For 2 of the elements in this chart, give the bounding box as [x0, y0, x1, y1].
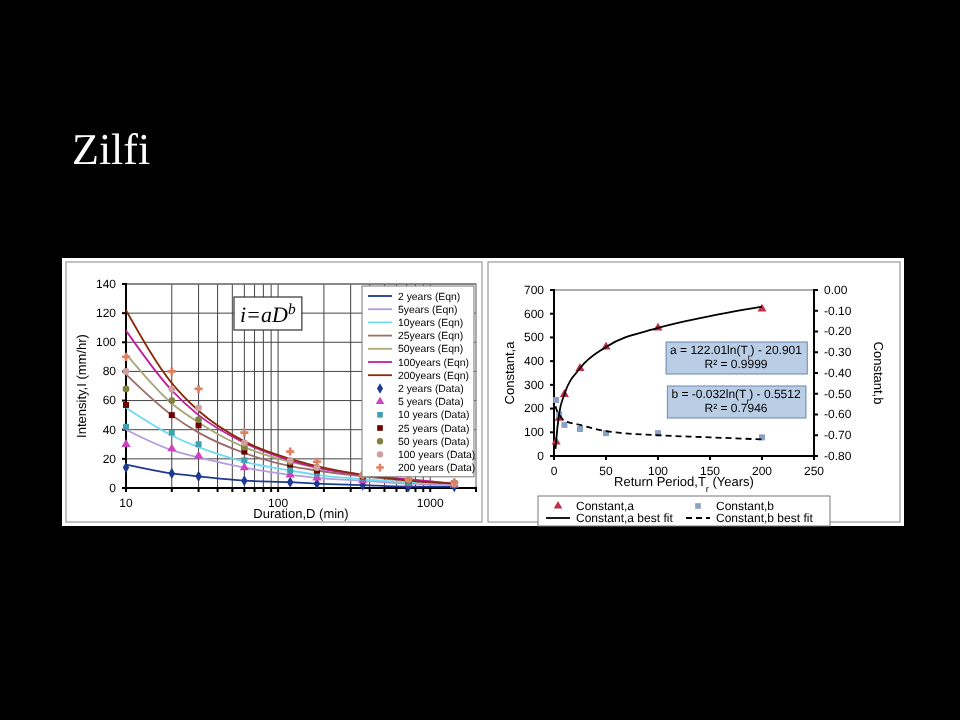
- annotation: i=aD$^{b}$: [240, 299, 296, 328]
- text: Zilfi: [72, 124, 151, 174]
